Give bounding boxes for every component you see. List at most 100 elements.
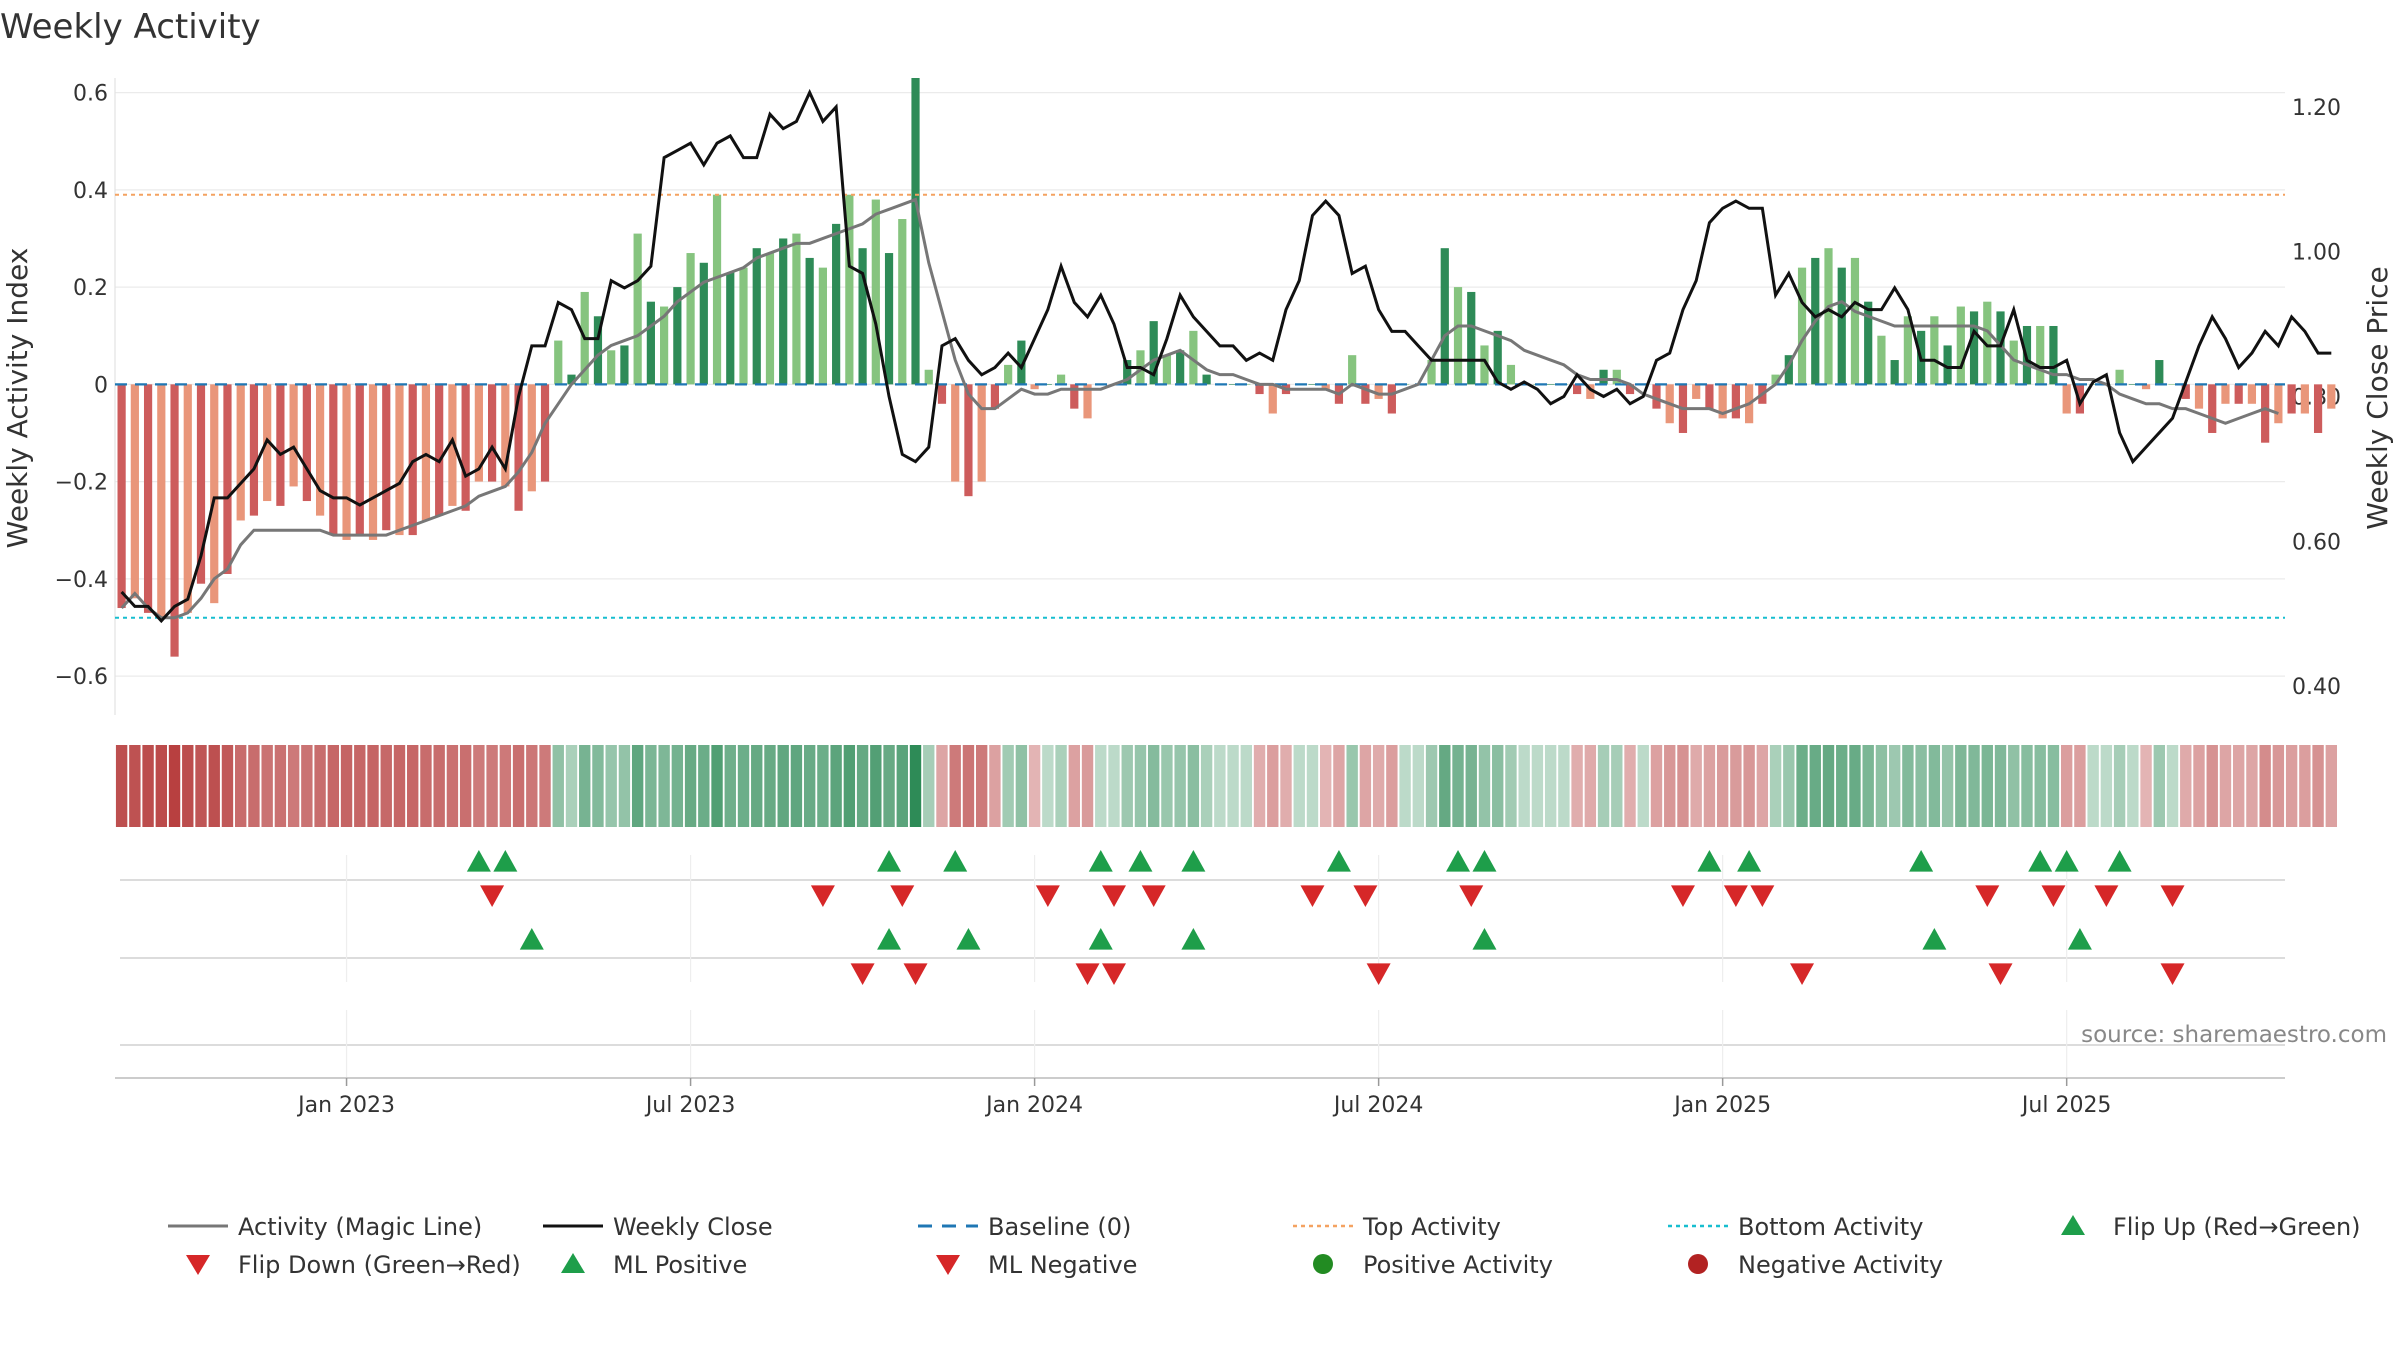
heat-cell bbox=[1240, 745, 1252, 827]
flip-down-marker bbox=[1353, 885, 1378, 907]
heat-cell bbox=[565, 745, 578, 827]
flip-down-marker bbox=[810, 885, 835, 907]
x-axis-ticks: Jan 2023 Jul 2023 Jan 2024 Jul 2024 Jan 2025… bbox=[115, 1077, 2285, 1118]
heat-cell bbox=[1769, 745, 1782, 827]
flip-up-marker bbox=[2054, 850, 2079, 872]
flip-down-marker bbox=[1459, 885, 1484, 907]
activity-bar bbox=[435, 384, 444, 516]
activity-bar bbox=[1149, 321, 1158, 385]
activity-bar bbox=[567, 374, 576, 385]
legend-item: Weekly Close bbox=[543, 1213, 773, 1241]
heat-cell bbox=[2100, 745, 2113, 827]
activity-bar bbox=[1374, 384, 1383, 399]
activity-bar bbox=[1546, 384, 1555, 385]
activity-bar bbox=[964, 384, 973, 497]
heat-cell bbox=[367, 745, 379, 827]
heat-cell bbox=[764, 745, 776, 827]
heat-cell bbox=[896, 745, 908, 827]
legend-label: Baseline (0) bbox=[988, 1213, 1131, 1241]
x-tick-label: Jan 2023 bbox=[296, 1093, 395, 1118]
heat-cell bbox=[684, 745, 697, 827]
activity-bar bbox=[196, 384, 206, 584]
ml-positive-marker bbox=[1181, 928, 1206, 950]
activity-bar bbox=[236, 384, 245, 521]
heat-cell bbox=[751, 745, 763, 827]
heat-cell bbox=[1372, 745, 1385, 827]
heat-cell bbox=[1809, 745, 1821, 827]
activity-bar bbox=[540, 384, 550, 482]
heat-cell bbox=[1584, 745, 1597, 827]
activity-bar bbox=[779, 238, 788, 385]
activity-bar bbox=[1017, 340, 1026, 385]
activity-bar bbox=[1731, 384, 1740, 419]
heat-cell bbox=[539, 745, 551, 827]
activity-bar bbox=[2194, 384, 2204, 409]
heat-cell bbox=[830, 745, 842, 827]
activity-bar bbox=[342, 384, 351, 540]
y-right-tick-label: 0.40 bbox=[2292, 675, 2341, 700]
heat-cell bbox=[1293, 745, 1305, 827]
heat-cell bbox=[1055, 745, 1067, 827]
activity-bar bbox=[1228, 384, 1238, 385]
y-left-tick-label: 0.6 bbox=[73, 82, 108, 107]
ml-negative-marker bbox=[1366, 963, 1391, 985]
flip-down-marker bbox=[1101, 885, 1126, 907]
heat-cell bbox=[1783, 745, 1795, 827]
activity-bar bbox=[1004, 364, 1013, 385]
heat-cell bbox=[1637, 745, 1649, 827]
flip-up-marker bbox=[1472, 850, 1497, 872]
activity-bar bbox=[1030, 384, 1039, 390]
heat-cell bbox=[2021, 745, 2033, 827]
heat-cell bbox=[1187, 745, 1200, 827]
activity-bar bbox=[1996, 311, 2005, 385]
heat-cell bbox=[1068, 745, 1080, 827]
heat-cell bbox=[354, 745, 366, 827]
legend-swatch-down-triangle bbox=[186, 1255, 210, 1275]
ml-negative-marker bbox=[1790, 963, 1815, 985]
heat-cell bbox=[1267, 745, 1279, 827]
activity-bar bbox=[1771, 374, 1780, 385]
activity-bar bbox=[554, 340, 563, 385]
heat-cell bbox=[1425, 745, 1438, 827]
heat-cell bbox=[1915, 745, 1927, 827]
heat-cell bbox=[1280, 745, 1292, 827]
heat-cell bbox=[2285, 745, 2298, 827]
activity-bar bbox=[1070, 384, 1079, 409]
heat-cell bbox=[1452, 745, 1464, 827]
heat-cell bbox=[248, 745, 260, 827]
activity-bar bbox=[276, 384, 285, 506]
heat-cell bbox=[1042, 745, 1054, 827]
activity-bar bbox=[2208, 384, 2217, 433]
heat-cell bbox=[645, 745, 657, 827]
activity-bar bbox=[289, 384, 298, 487]
activity-bar bbox=[660, 306, 669, 385]
heat-cell bbox=[2206, 745, 2218, 827]
heat-cell bbox=[1028, 745, 1041, 827]
activity-bar bbox=[1652, 384, 1661, 409]
ml-negative-marker bbox=[1988, 963, 2013, 985]
activity-bar bbox=[355, 384, 364, 536]
activity-bar bbox=[845, 194, 854, 385]
legend-label: Bottom Activity bbox=[1738, 1213, 1923, 1241]
heat-cell bbox=[2047, 745, 2060, 827]
heat-cell bbox=[1518, 745, 1530, 827]
activity-bar bbox=[1784, 355, 1793, 385]
flip-down-marker bbox=[1141, 885, 1166, 907]
activity-bar bbox=[2287, 384, 2296, 414]
flip-up-marker bbox=[493, 850, 518, 872]
activity-bar bbox=[2062, 384, 2071, 414]
heat-cell bbox=[1134, 745, 1147, 827]
heat-cell bbox=[287, 745, 300, 827]
flip-up-marker bbox=[1181, 850, 1206, 872]
heat-cell bbox=[2272, 745, 2285, 827]
legend-label: Top Activity bbox=[1362, 1213, 1501, 1241]
heat-cell bbox=[1703, 745, 1716, 827]
activity-bar bbox=[752, 248, 761, 385]
activity-bar bbox=[2155, 360, 2164, 385]
ml-positive-marker bbox=[956, 928, 981, 950]
legend-item: ML Negative bbox=[936, 1251, 1137, 1279]
heat-cell bbox=[446, 745, 459, 827]
activity-bar bbox=[2036, 325, 2045, 385]
y-left-tick-label: 0.4 bbox=[73, 179, 108, 204]
activity-bar bbox=[1797, 267, 1807, 385]
